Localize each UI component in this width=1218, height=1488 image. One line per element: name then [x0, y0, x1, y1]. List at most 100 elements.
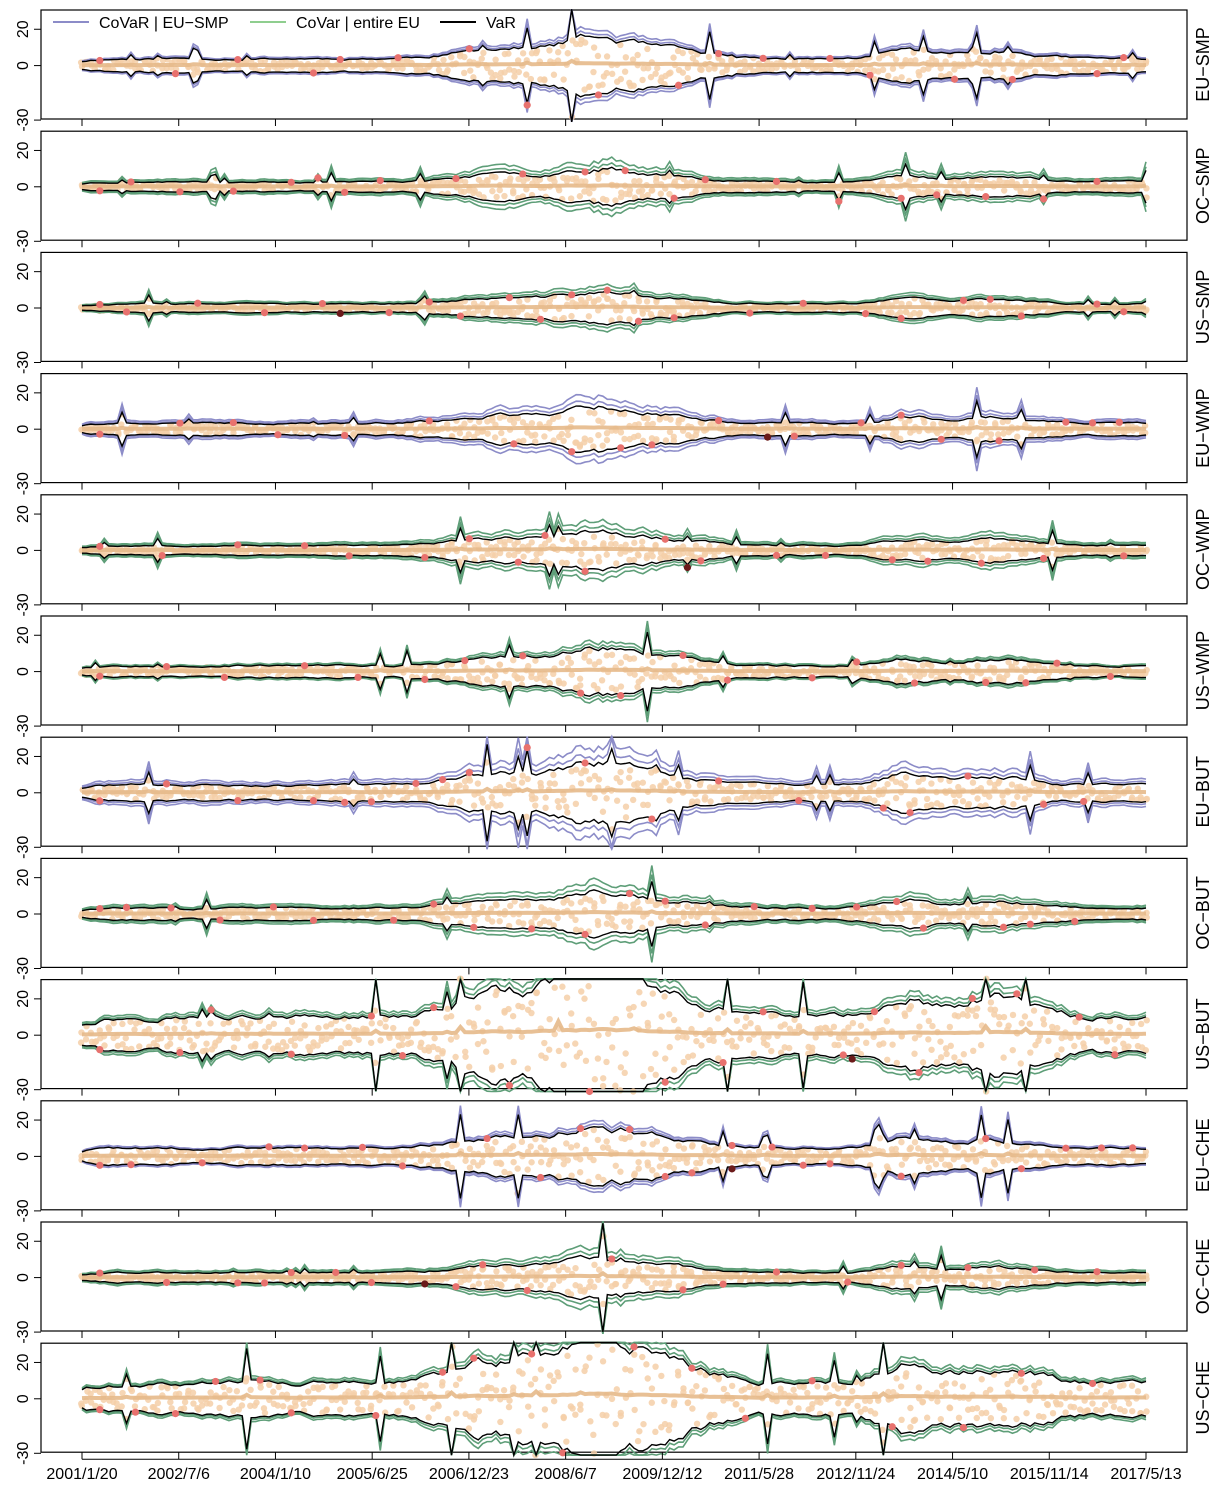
return-point [532, 795, 539, 802]
return-point [546, 297, 554, 304]
return-point [510, 1058, 517, 1066]
exceedance-point [670, 194, 678, 202]
return-point [1004, 552, 1012, 560]
exceedance-point [394, 54, 402, 62]
y-tick-label: -30 [15, 351, 32, 374]
return-point [678, 298, 686, 306]
return-point [478, 553, 486, 561]
return-point [603, 920, 611, 927]
return-point [710, 1037, 717, 1045]
return-point [524, 1065, 531, 1072]
return-point [516, 298, 523, 305]
exceedance-point [274, 431, 282, 439]
exceedance-point [456, 312, 465, 320]
return-point [639, 193, 646, 200]
return-point [853, 1036, 860, 1044]
return-point [662, 779, 669, 786]
exceedance-points [96, 167, 1101, 205]
exceedance-point [746, 309, 754, 317]
return-point [888, 916, 896, 923]
panel-label: OC−WMP [1193, 509, 1213, 591]
exceedance-point [826, 54, 834, 63]
return-point [933, 1058, 941, 1066]
return-point [492, 991, 499, 999]
return-point [952, 420, 959, 428]
return-point [1080, 1040, 1087, 1047]
return-point [567, 659, 575, 666]
return-point [470, 802, 478, 809]
exceedance-point [425, 298, 433, 306]
var-line [81, 9, 1147, 63]
return-point [639, 76, 646, 84]
return-point [434, 1157, 441, 1164]
return-point [991, 420, 999, 427]
return-point [745, 1036, 753, 1043]
return-point [643, 298, 651, 305]
return-point [541, 433, 548, 440]
return-point [376, 1019, 384, 1027]
return-point [906, 178, 913, 185]
exceedance-point [648, 815, 656, 823]
y-tick-label: 20 [15, 747, 32, 765]
exceedance-point [959, 296, 968, 304]
return-point [595, 1032, 602, 1039]
exceedance-point [870, 1008, 879, 1016]
return-point [1045, 1037, 1052, 1045]
return-point [707, 798, 714, 805]
exceedance-point [158, 551, 166, 560]
exceedance-point [425, 417, 433, 425]
return-point [337, 1045, 345, 1052]
exceedance-point [287, 1050, 295, 1058]
return-point [599, 808, 607, 815]
return-point [874, 186, 882, 194]
exceedance-point [879, 804, 887, 812]
return-point [559, 983, 566, 990]
return-point [509, 309, 517, 316]
return-point [634, 432, 642, 440]
exceedance-point [510, 440, 518, 448]
exceedance-point [390, 916, 398, 924]
return-point [916, 72, 923, 79]
return-point [492, 900, 500, 908]
var-line [81, 289, 1147, 307]
return-point [871, 797, 878, 804]
return-point [510, 656, 517, 664]
return-point [1009, 52, 1016, 60]
return-point [684, 74, 691, 82]
return-point [1048, 55, 1055, 63]
return-point [648, 187, 655, 194]
return-point [937, 72, 945, 80]
exceedance-point [986, 295, 994, 303]
exceedance-point [866, 71, 874, 79]
return-point [418, 1039, 425, 1047]
return-point [986, 793, 993, 800]
return-point [104, 1157, 111, 1164]
return-point [127, 1018, 134, 1025]
return-point [568, 671, 575, 678]
return-point [466, 416, 474, 424]
return-point [452, 1053, 459, 1061]
exceedance-point [421, 553, 429, 562]
return-point [594, 1055, 602, 1062]
return-point [617, 75, 625, 83]
return-point [171, 1025, 178, 1033]
return-point [550, 771, 557, 779]
return-point [969, 553, 977, 561]
return-point [1125, 1043, 1132, 1050]
return-point [497, 75, 504, 82]
exceedance-point [1075, 1013, 1083, 1021]
return-point [666, 172, 673, 180]
return-point [670, 676, 678, 683]
return-point [964, 186, 971, 193]
return-point [541, 1039, 548, 1047]
return-point [1032, 68, 1039, 75]
exceedance-point [1040, 195, 1048, 203]
return-point [264, 66, 272, 73]
exceedance-point [171, 70, 180, 78]
covar-line [81, 281, 1147, 306]
exceedance-point [835, 197, 843, 205]
return-point [617, 683, 625, 690]
exceedance-point [661, 535, 669, 543]
